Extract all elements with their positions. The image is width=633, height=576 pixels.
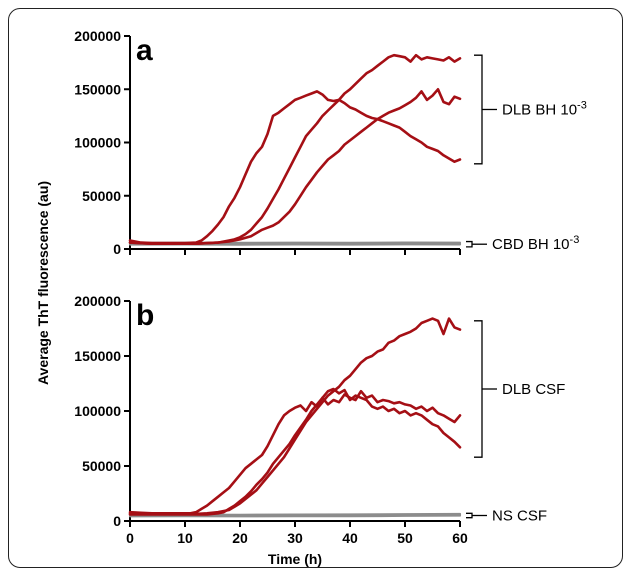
series-line [128,389,462,515]
series-line [128,90,462,245]
group-label: NS CSF [492,508,547,525]
figure-frame [8,8,623,568]
y-tick-label: 200000 [74,28,121,44]
y-tick-label: 100000 [74,403,121,419]
group-label: DLB BH 10-3 [502,99,587,118]
x-tick-label: 50 [397,530,413,546]
series-line [128,88,462,245]
panel-b: 0 50000 100000 150000 200000 0 10 20 30 40 50 60 b DL… [74,293,565,546]
y-axis-title: Average ThT fluorescence (au) [35,181,51,385]
y-tick-label: 150000 [74,348,121,364]
group-label-superscript: -3 [570,234,580,246]
y-tick-label: 50000 [82,458,121,474]
group-label-superscript: -3 [577,99,587,111]
y-tick-label: 50000 [82,188,121,204]
group-label: CBD BH 10-3 [492,234,579,253]
group-label: DLB CSF [502,381,565,398]
group-bracket [466,240,473,248]
y-tick-label: 150000 [74,81,121,97]
group-bracket [466,512,473,519]
y-tick-label: 100000 [74,135,121,151]
panel-label: a [136,34,153,67]
x-tick-label: 20 [232,530,248,546]
y-tick-label: 0 [113,513,121,529]
x-axis-title: Time (h) [268,551,322,567]
panel-a: 0 50000 100000 150000 200000 a DLB BH 10-3 CBD … [74,28,587,257]
x-tick-label: 60 [452,530,468,546]
series-line [128,514,462,518]
x-tick-label: 10 [177,530,193,546]
y-tick-label: 0 [113,241,121,257]
y-tick-label: 200000 [74,293,121,309]
x-tick-label: 30 [287,530,303,546]
series-line [128,53,462,245]
group-bracket [474,54,483,165]
panel-label: b [136,299,154,332]
x-tick-label: 0 [126,530,134,546]
group-bracket [474,320,483,458]
series-line [128,317,462,516]
x-tick-label: 40 [342,530,358,546]
